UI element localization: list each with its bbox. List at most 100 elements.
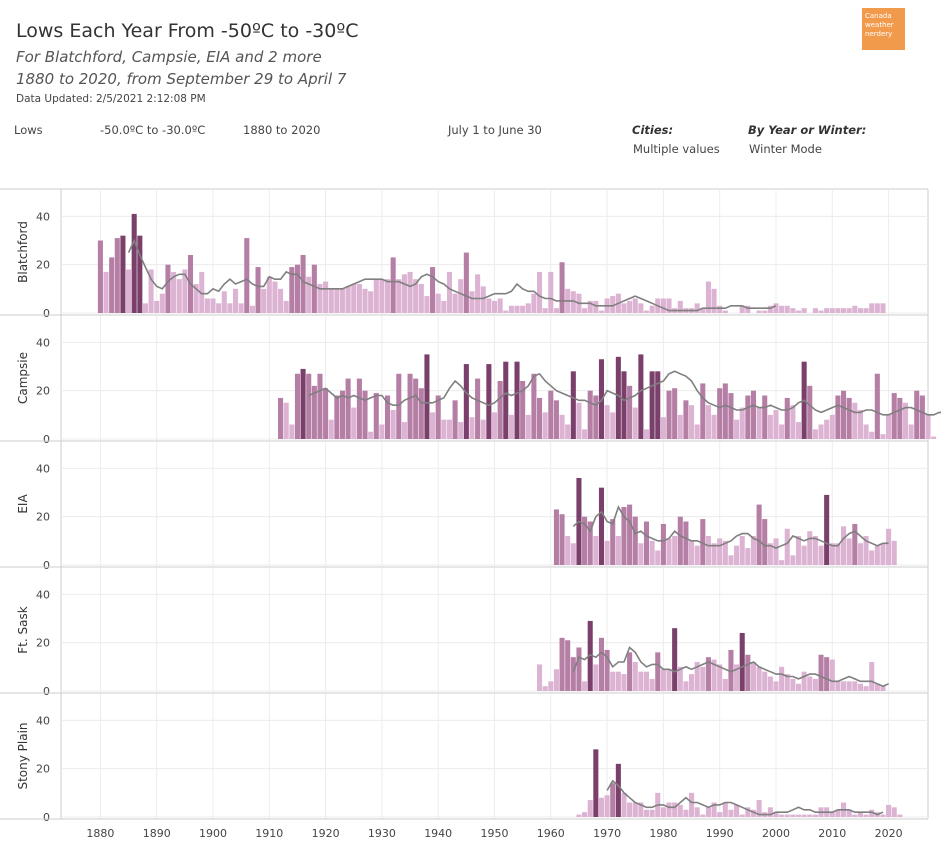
bar [925, 414, 931, 439]
data-updated-timestamp: Data Updated: 2/5/2021 2:12:08 PM [16, 93, 206, 105]
bar [660, 523, 666, 565]
bar [784, 397, 790, 439]
panel-label: EIA [16, 494, 30, 514]
bar [677, 414, 683, 439]
bar [801, 814, 807, 817]
bar [655, 371, 661, 439]
bar [773, 681, 779, 691]
bar [756, 310, 762, 313]
bar [249, 305, 255, 313]
bar [317, 373, 323, 439]
bar [863, 424, 869, 439]
bar [734, 664, 740, 691]
bar [638, 303, 644, 313]
bar [880, 686, 886, 691]
trend-line [606, 779, 884, 816]
bar [627, 504, 633, 565]
bar [795, 814, 802, 817]
bar [610, 412, 616, 439]
bar [863, 536, 869, 565]
bar [835, 681, 841, 691]
bar [711, 414, 717, 439]
bar [829, 543, 835, 565]
bar [795, 310, 802, 313]
bar [880, 814, 886, 817]
bar [666, 390, 672, 439]
bar [638, 543, 644, 565]
bar [824, 419, 830, 439]
bar [801, 671, 807, 691]
bar [525, 414, 531, 439]
bar [452, 293, 458, 313]
bar [368, 431, 374, 439]
chart-subtitle-dates: 1880 to 2020, from September 29 to April… [16, 70, 347, 88]
bar [846, 809, 852, 817]
bar [874, 545, 880, 565]
bar [891, 540, 897, 565]
cities-filter-label: Cities: [632, 123, 674, 137]
filter-season-range[interactable]: July 1 to June 30 [448, 123, 542, 137]
bar [711, 802, 717, 817]
bar [294, 373, 300, 439]
bar [801, 545, 807, 565]
bar [373, 279, 379, 313]
bar [559, 637, 565, 691]
bar [514, 361, 520, 439]
bar [565, 640, 571, 691]
bar [463, 364, 469, 439]
bar [784, 814, 790, 817]
bar [666, 669, 672, 691]
bar [565, 424, 571, 439]
bar [610, 519, 616, 565]
bar [762, 671, 768, 691]
mode-filter-value[interactable]: Winter Mode [749, 142, 822, 156]
bar [368, 291, 374, 313]
bar [891, 393, 897, 439]
bar [649, 305, 655, 313]
bar [683, 681, 689, 691]
bar [362, 288, 368, 313]
filter-temperature-range[interactable]: -50.0ºC to -30.0ºC [100, 123, 206, 137]
cities-filter-value[interactable]: Multiple values [633, 142, 720, 156]
bar [587, 620, 593, 691]
bar [643, 671, 650, 691]
bar [328, 419, 334, 439]
bar [559, 414, 565, 439]
bar [278, 288, 284, 313]
bar [497, 381, 503, 439]
bar [660, 807, 666, 817]
bar [615, 356, 621, 439]
bar [705, 405, 711, 439]
bar [244, 238, 250, 313]
bar [632, 407, 638, 439]
bar [705, 281, 711, 313]
bar [722, 678, 728, 691]
bar [829, 414, 835, 439]
bar [638, 354, 644, 439]
filter-year-range[interactable]: 1880 to 2020 [243, 123, 321, 137]
bar [193, 284, 199, 313]
bar [711, 288, 717, 313]
bar [154, 300, 160, 313]
bar [835, 809, 841, 817]
bar [537, 397, 543, 439]
bar [779, 424, 785, 439]
x-tick-label: 1970 [593, 827, 621, 840]
bar [615, 671, 621, 691]
bar [525, 303, 531, 313]
trend-line [127, 238, 777, 312]
bar [441, 300, 447, 313]
bar [165, 264, 171, 313]
bar [475, 274, 481, 313]
bar [739, 536, 745, 565]
bar [582, 812, 588, 817]
canada-weather-nerdery-logo[interactable]: Canada weather nerdery [862, 8, 905, 50]
bar [700, 383, 706, 439]
bar [261, 288, 267, 313]
panel-label: Blatchford [16, 221, 30, 283]
y-tick-label: 40 [36, 462, 50, 475]
bar [458, 422, 464, 439]
bar [266, 276, 272, 313]
filter-measure[interactable]: Lows [14, 123, 43, 137]
